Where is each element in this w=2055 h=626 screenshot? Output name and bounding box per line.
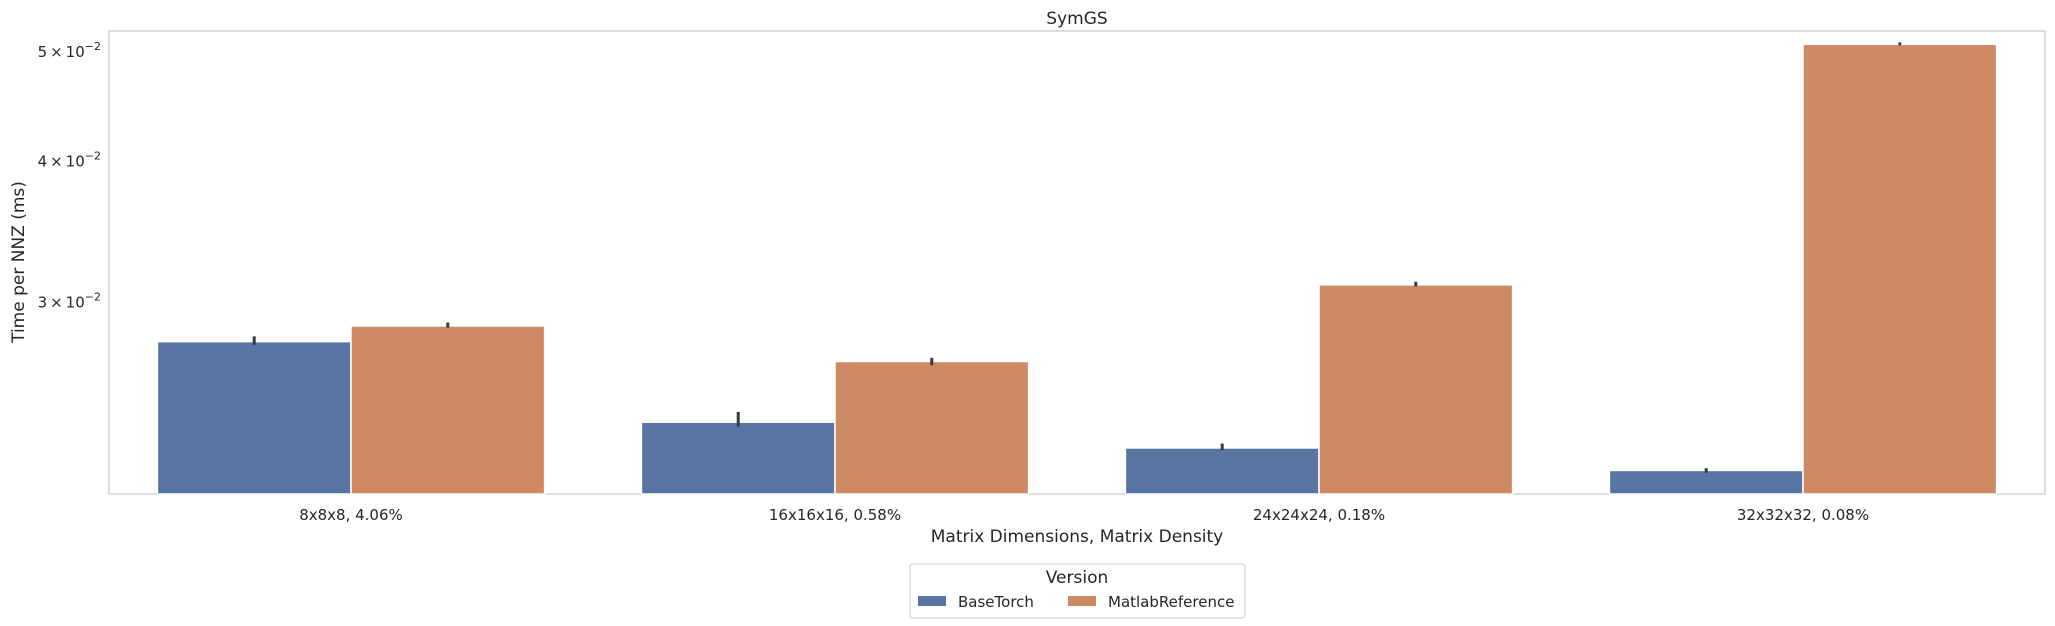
legend-label-matlabreference: MatlabReference [1108,593,1234,611]
error-bars [252,42,1902,473]
bar-matlabreference-0 [350,325,546,495]
y-tick-label-2: 5 × 10−2 [38,40,101,61]
legend-title: Version [1046,568,1109,588]
legend-label-basetorch: BaseTorch [958,593,1034,611]
x-tick-label-3: 32x32x32, 0.08% [1737,506,1869,524]
bar-matlabreference-3 [1802,43,1998,495]
x-tick-label-1: 16x16x16, 0.58% [769,506,901,524]
bar-basetorch-2 [1124,447,1320,495]
bar-matlabreference-1 [834,360,1030,495]
bar-matlabreference-2 [1318,284,1514,495]
x-tick-label-2: 24x24x24, 0.18% [1253,506,1385,524]
legend-swatch-basetorch [918,596,946,606]
bar-basetorch-0 [156,340,352,495]
bars [156,43,1998,495]
x-axis-label: Matrix Dimensions, Matrix Density [931,527,1224,547]
legend-swatch-matlabreference [1068,596,1096,606]
chart-title: SymGS [1046,9,1107,29]
legend-frame [909,563,1246,619]
bar-basetorch-1 [640,421,836,495]
bar-basetorch-3 [1608,469,1804,495]
y-tick-label-1: 4 × 10−2 [38,149,101,170]
legend: Version BaseTorch MatlabReference [909,563,1246,619]
x-ticks: 8x8x8, 4.06% 16x16x16, 0.58% 24x24x24, 0.1… [299,506,1869,524]
x-tick-label-0: 8x8x8, 4.06% [299,506,403,524]
y-axis-label: Time per NNZ (ms) [9,181,29,344]
y-tick-label-0: 3 × 10−2 [38,291,101,312]
y-ticks: 3 × 10−2 4 × 10−2 5 × 10−2 [38,40,101,311]
